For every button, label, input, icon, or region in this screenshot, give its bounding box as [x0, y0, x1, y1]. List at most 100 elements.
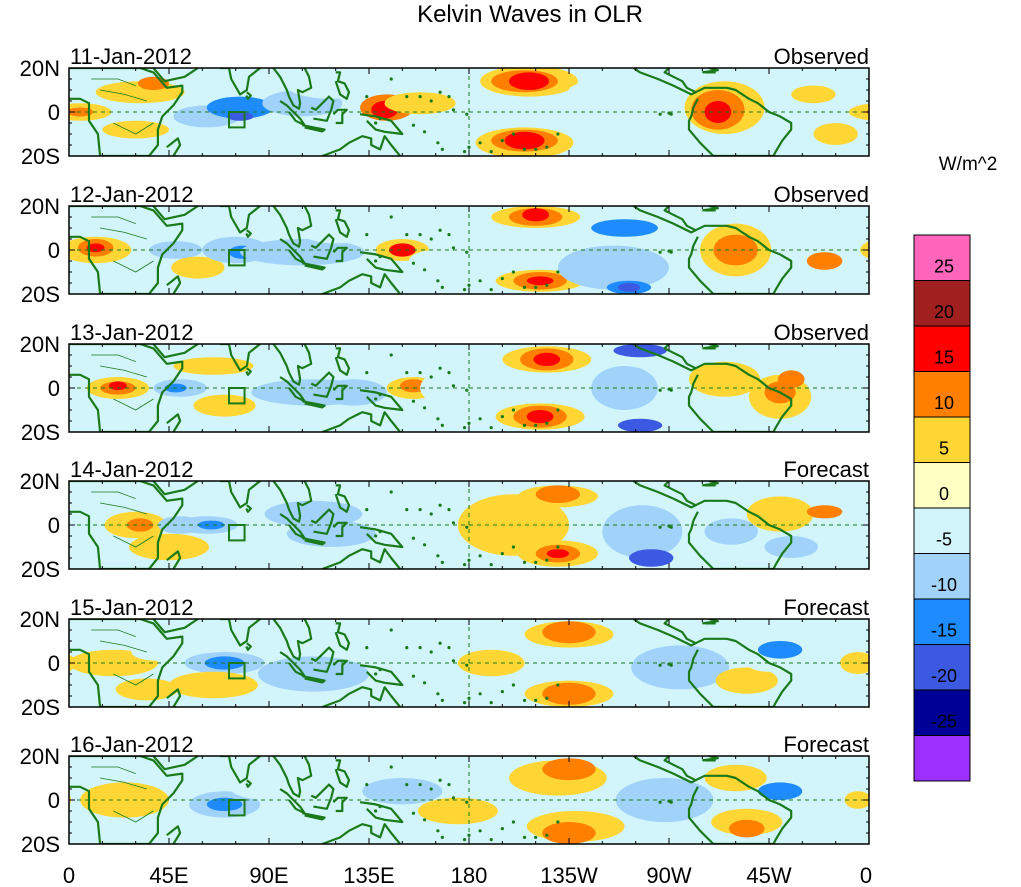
island — [451, 108, 456, 112]
island — [447, 508, 451, 512]
island — [405, 233, 409, 237]
island — [522, 423, 527, 427]
island — [440, 698, 444, 703]
island — [418, 233, 422, 237]
coastline — [272, 206, 313, 248]
anomaly-contour — [257, 656, 370, 692]
island — [411, 123, 416, 127]
island — [467, 283, 471, 287]
island — [534, 835, 538, 840]
coastline — [152, 206, 199, 221]
panel-date: 16-Jan-2012 — [70, 732, 194, 757]
island — [411, 811, 416, 815]
island — [534, 147, 538, 151]
coastline — [279, 651, 306, 678]
panel: 14-Jan-2012 Forecast 20N 0 20S — [20, 457, 870, 582]
island — [411, 261, 416, 265]
anomaly-contour — [80, 782, 169, 818]
coastline — [321, 135, 401, 156]
country-border — [100, 89, 147, 102]
island — [511, 820, 516, 824]
anomaly-contour — [791, 85, 836, 104]
anomaly-contour — [522, 208, 550, 222]
island — [462, 426, 467, 430]
island — [522, 835, 527, 840]
anomaly-contour — [286, 72, 376, 99]
coastline — [310, 508, 335, 535]
coastline — [272, 756, 313, 798]
island — [389, 77, 393, 81]
coastline — [359, 664, 404, 687]
island — [429, 787, 433, 791]
anomaly-contour — [557, 245, 669, 290]
anomaly-contour — [400, 379, 427, 393]
anomaly-contour — [775, 98, 829, 126]
island — [583, 163, 586, 166]
country-border — [113, 810, 154, 823]
lon-tick-label: 135E — [343, 863, 394, 887]
colorbar: 25 20 15 10 5 0 -5 -10 -15 -20 -25 — [913, 234, 971, 782]
coastline — [272, 344, 313, 386]
island — [545, 421, 549, 425]
island — [422, 543, 427, 547]
island — [534, 698, 538, 703]
figure-title: Kelvin Waves in OLR — [417, 1, 643, 28]
anomaly-contour — [580, 118, 692, 141]
anomaly-contour — [542, 822, 596, 844]
island — [489, 563, 493, 567]
coastline — [166, 413, 182, 432]
lat-tick-label: 20N — [20, 744, 60, 769]
index-box — [228, 387, 246, 405]
island — [556, 270, 560, 274]
coastline — [279, 513, 306, 540]
anomaly-contour — [715, 667, 778, 694]
island — [451, 659, 456, 663]
lat-tick-label: 0 — [48, 513, 60, 538]
coastline — [310, 95, 335, 122]
longitude-axis: 0 45E 90E 135E 180 135W 90W 45W 0 — [63, 863, 872, 887]
coastline — [310, 371, 335, 398]
island — [447, 233, 451, 237]
anomaly-contour — [591, 219, 658, 237]
island — [583, 851, 586, 854]
island — [467, 696, 471, 700]
island — [583, 576, 586, 579]
anomaly-contour — [729, 819, 765, 838]
island — [500, 552, 504, 556]
anomaly-contour — [542, 621, 596, 644]
panel-status: Forecast — [783, 595, 869, 620]
coastline — [687, 362, 793, 432]
island — [418, 646, 422, 650]
island — [623, 853, 626, 856]
coastline — [321, 411, 401, 432]
coastline — [166, 688, 182, 707]
panel-status: Forecast — [783, 457, 869, 482]
colorbar-swatch — [913, 234, 971, 281]
island — [462, 701, 467, 705]
anomaly-contour — [86, 243, 105, 253]
coastline — [245, 504, 252, 513]
anomaly-contour — [629, 549, 674, 567]
coastline — [321, 548, 401, 569]
index-box — [228, 799, 246, 817]
island — [436, 417, 440, 421]
coastline — [245, 229, 252, 238]
island — [534, 285, 538, 289]
coastline — [166, 275, 182, 294]
anomaly-contour — [109, 381, 127, 391]
coastline — [220, 344, 261, 372]
island — [374, 534, 378, 538]
anomaly-contour — [806, 252, 843, 270]
island — [440, 835, 444, 840]
island — [658, 250, 662, 254]
coastline — [302, 675, 326, 684]
anomaly-contour — [704, 518, 758, 545]
coastline — [632, 481, 697, 509]
colorbar-label: 0 — [939, 484, 949, 504]
coastline — [302, 812, 326, 821]
island — [534, 560, 538, 565]
index-box — [228, 662, 246, 680]
island — [447, 371, 451, 375]
coastline — [359, 526, 404, 549]
